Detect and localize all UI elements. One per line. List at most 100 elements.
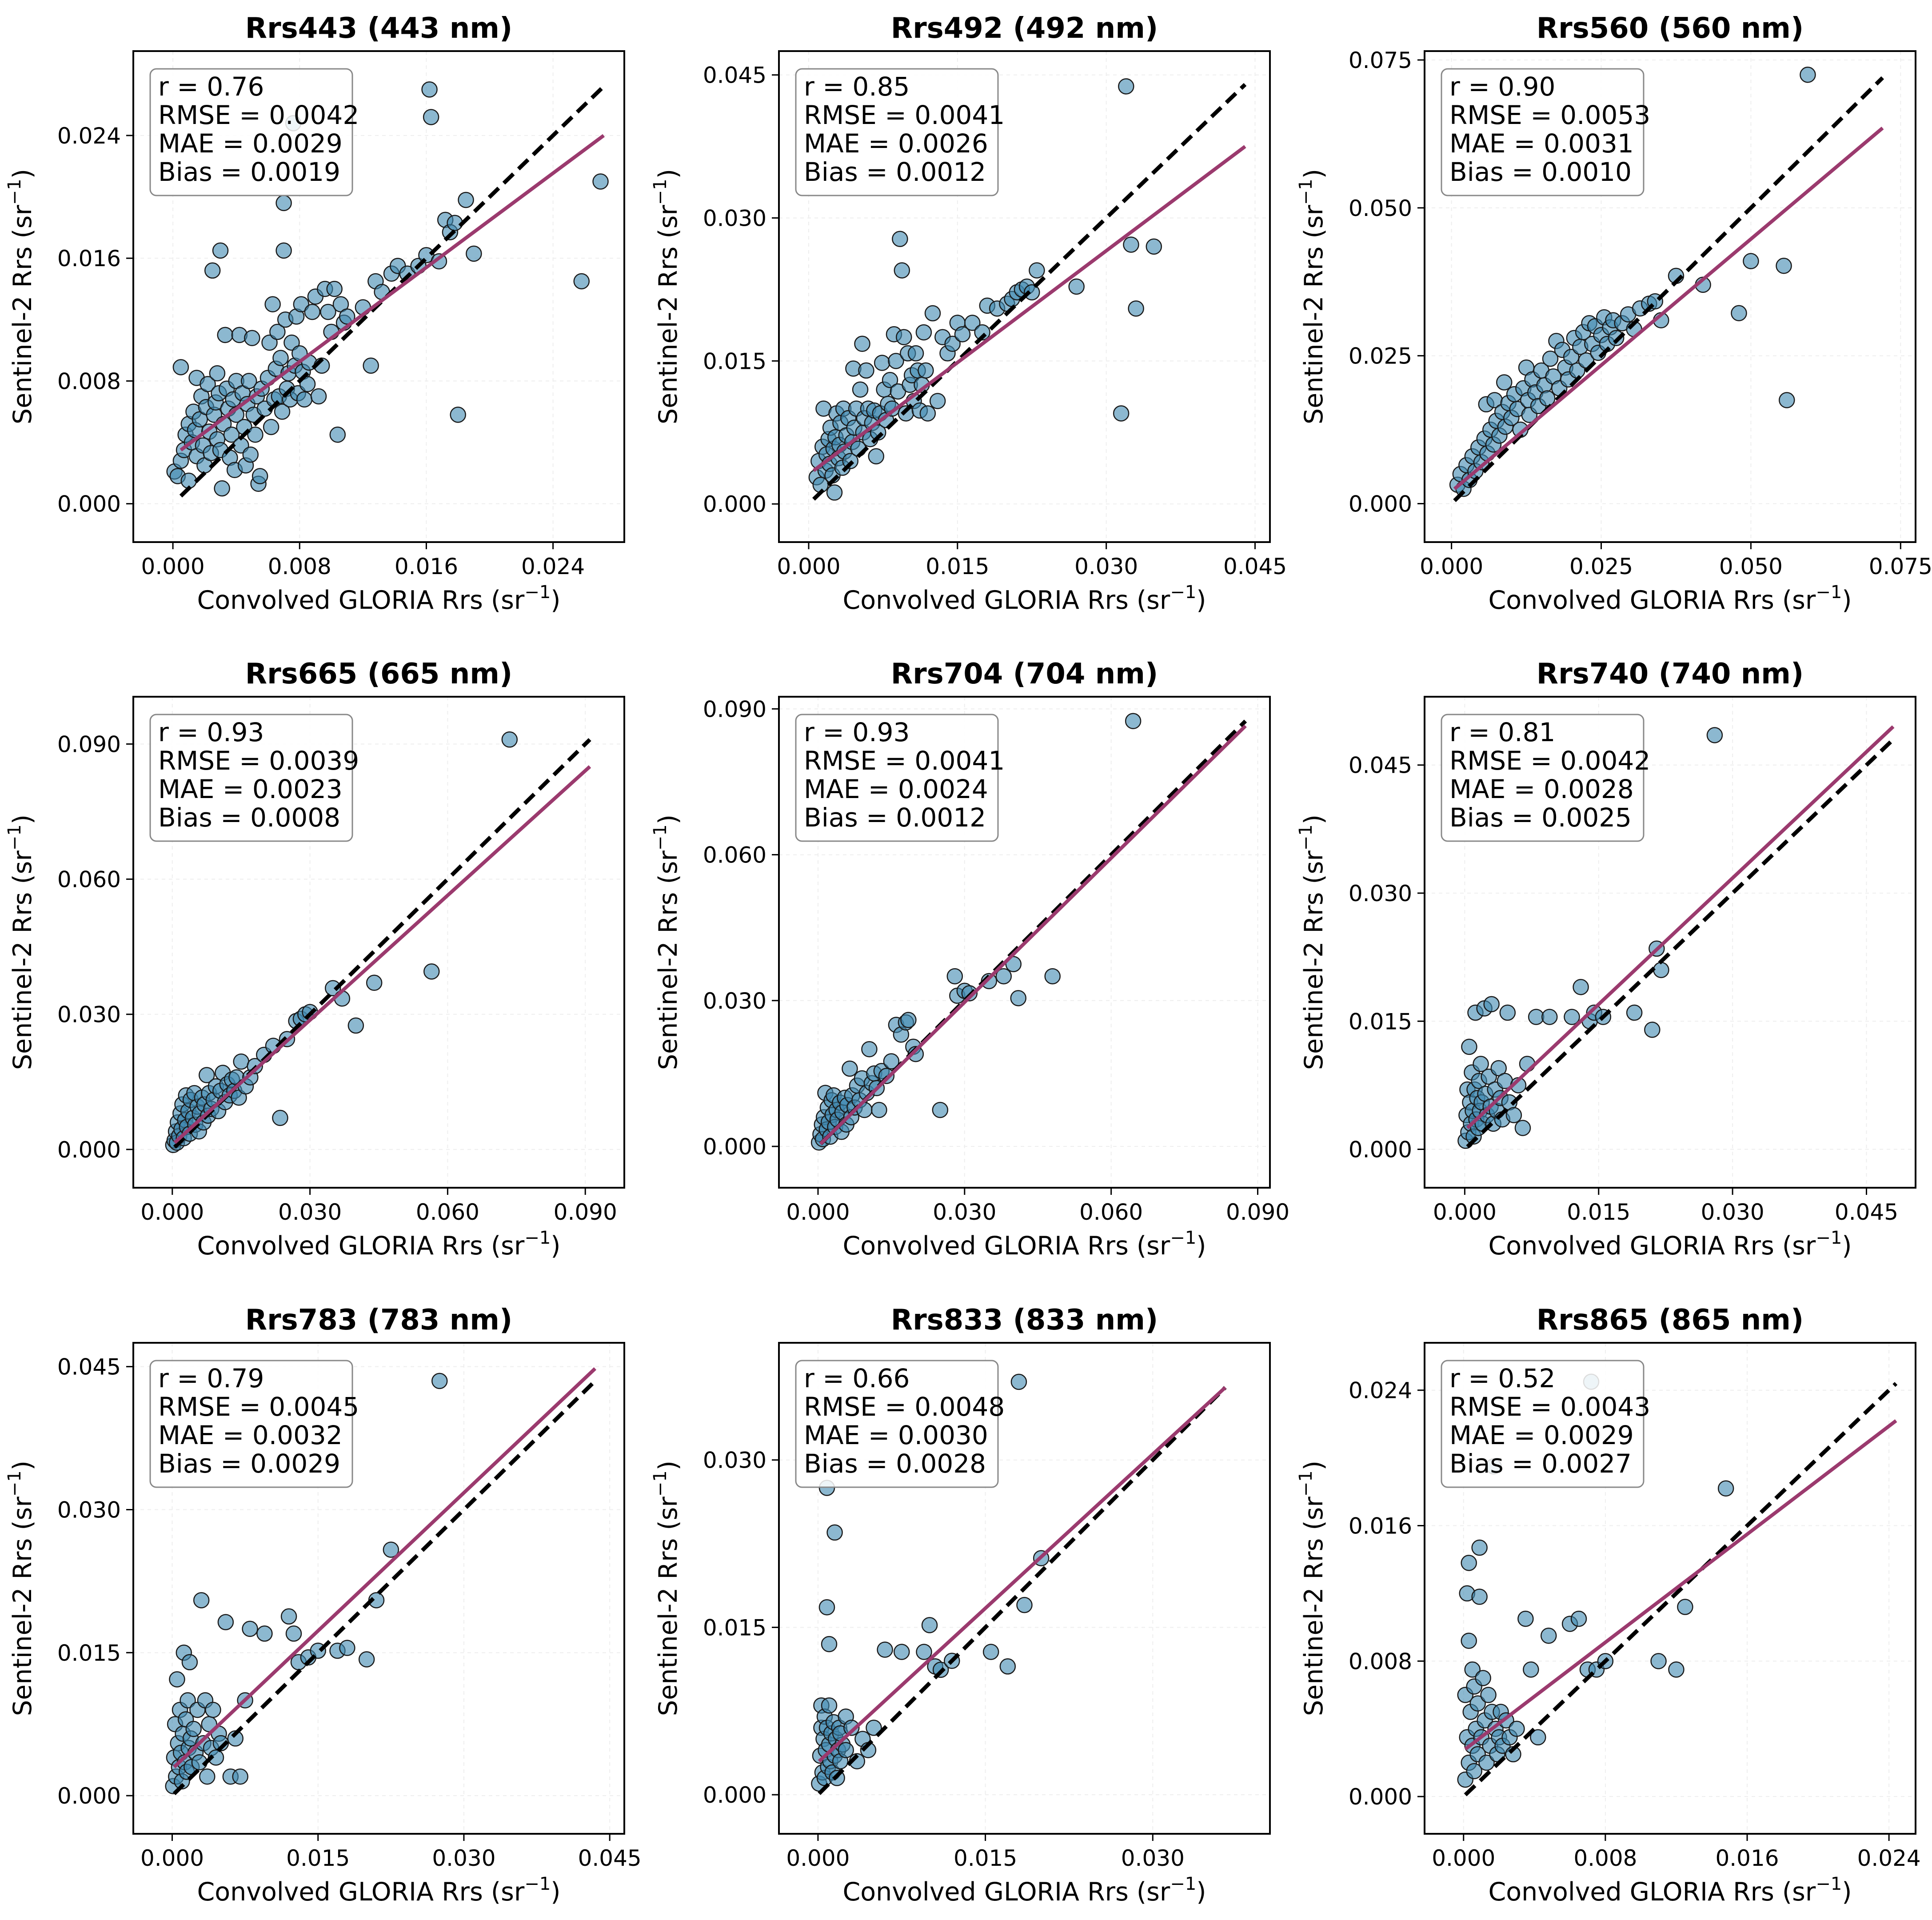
x-tick-label: 0.015: [1567, 1199, 1630, 1225]
data-point: [466, 245, 482, 262]
data-point: [918, 362, 934, 379]
y-tick-label: 0.000: [57, 1783, 121, 1809]
stats-box: [1441, 714, 1645, 842]
data-point: [423, 109, 439, 125]
regression-line: [812, 145, 1246, 472]
scatter-panel: 0.000 0.000 0.015 0.015 0.030 0.030 0.045 0.045…: [4, 1304, 642, 1907]
data-point: [339, 308, 355, 325]
y-tick-label: 0.090: [57, 731, 121, 757]
x-axis-label-close: ): [1196, 586, 1206, 615]
data-point: [1068, 278, 1085, 295]
data-point: [900, 1012, 917, 1028]
data-point: [275, 195, 292, 212]
data-point: [251, 468, 268, 484]
y-tick-label: 0.030: [703, 988, 766, 1014]
x-axis-label-text: Convolved GLORIA Rrs (sr: [1488, 1231, 1816, 1261]
x-tick-label: 0.025: [1569, 554, 1633, 579]
scatter-panel: 0.000 0.000 0.015 0.015 0.030 0.030 0.045 0.045…: [1296, 658, 1916, 1261]
x-axis-label-text: Convolved GLORIA Rrs (sr: [1488, 586, 1816, 615]
x-tick-label: 0.024: [521, 554, 585, 579]
y-tick-label: 0.000: [703, 1134, 766, 1160]
x-axis-label: Convolved GLORIA Rrs (sr−1): [197, 1228, 560, 1261]
stats-line: r = 0.93: [804, 717, 910, 747]
stats-line: r = 0.79: [158, 1363, 264, 1393]
y-tick-label: 0.030: [703, 205, 766, 231]
data-point: [1464, 1661, 1481, 1678]
y-axis-label-close: ): [654, 814, 683, 824]
x-tick-label: 0.060: [1079, 1199, 1143, 1225]
x-tick-label: 0.075: [1869, 554, 1932, 579]
y-tick-label: 0.000: [57, 491, 121, 517]
data-point: [1573, 979, 1589, 995]
data-point: [858, 362, 874, 379]
y-axis-label-text: Sentinel-2 Rrs (sr: [8, 205, 37, 424]
y-tick-label: 0.030: [703, 1448, 766, 1473]
y-axis-label-exponent: −1: [4, 1470, 25, 1497]
data-point: [1539, 390, 1556, 407]
data-point: [320, 303, 336, 320]
data-point: [247, 427, 263, 443]
y-tick-label: 0.090: [703, 696, 766, 722]
stats-line: RMSE = 0.0043: [1449, 1392, 1650, 1422]
plot-frame: [1424, 696, 1916, 1189]
y-tick-label: 0.000: [1349, 1137, 1412, 1163]
y-axis-label-close: ): [654, 169, 683, 179]
data-point: [363, 357, 379, 374]
data-point: [180, 1692, 196, 1708]
identity-line: [173, 738, 591, 1149]
data-point: [458, 192, 474, 208]
data-point: [217, 327, 233, 343]
data-point: [1029, 262, 1045, 279]
x-axis-label-text: Convolved GLORIA Rrs (sr: [197, 586, 524, 615]
panel-title: Rrs443 (443 nm): [245, 12, 512, 45]
data-point: [329, 427, 346, 443]
y-axis-label-close: ): [1299, 169, 1329, 179]
identity-line: [1464, 1382, 1898, 1796]
plot-frame: [132, 1342, 625, 1835]
x-tick-label: 0.016: [395, 554, 458, 579]
data-point: [1505, 1107, 1522, 1123]
data-point: [982, 1644, 999, 1660]
stats-line: RMSE = 0.0048: [804, 1392, 1005, 1422]
x-tick-label: 0.024: [1857, 1845, 1921, 1871]
data-point: [924, 305, 941, 322]
data-point: [882, 371, 898, 388]
data-point: [383, 1541, 399, 1558]
identity-line: [172, 1379, 597, 1796]
x-axis-label-text: Convolved GLORIA Rrs (sr: [1488, 1877, 1816, 1907]
data-point: [304, 303, 321, 320]
regression-line: [1466, 725, 1895, 1130]
stats-line: Bias = 0.0025: [1449, 802, 1632, 833]
data-point: [1023, 284, 1040, 301]
panel-title: Rrs704 (704 nm): [891, 658, 1158, 691]
y-axis-label-close: ): [8, 169, 37, 179]
x-tick-label: 0.016: [1715, 1845, 1779, 1871]
data-point: [1478, 1754, 1495, 1771]
x-axis-label-close: ): [551, 586, 560, 615]
data-point: [223, 427, 240, 443]
data-point: [169, 1671, 185, 1688]
y-axis-label: Sentinel-2 Rrs (sr−1): [1296, 1461, 1329, 1716]
data-point: [894, 1644, 910, 1660]
y-axis-label-text: Sentinel-2 Rrs (sr: [1299, 850, 1329, 1070]
y-axis-label-exponent: −1: [650, 824, 671, 850]
regression-line: [180, 134, 605, 452]
stats-box: [1441, 68, 1645, 196]
data-point: [888, 353, 904, 369]
data-point: [861, 1041, 878, 1058]
data-point: [932, 1102, 949, 1118]
x-axis-label-exponent: −1: [1170, 582, 1196, 603]
data-point: [209, 365, 226, 382]
stats-line: RMSE = 0.0041: [804, 746, 1005, 776]
y-tick-label: 0.060: [57, 867, 121, 893]
x-axis-label-text: Convolved GLORIA Rrs (sr: [197, 1231, 524, 1261]
panel-title: Rrs560 (560 nm): [1537, 12, 1804, 45]
data-point: [1800, 67, 1816, 83]
x-axis-label-exponent: −1: [1170, 1874, 1196, 1894]
y-axis-label: Sentinel-2 Rrs (sr−1): [650, 169, 683, 424]
y-axis-label-close: ): [1299, 814, 1329, 824]
x-tick-label: 0.000: [141, 554, 205, 579]
data-point: [1125, 713, 1142, 729]
data-point: [244, 330, 260, 346]
panel-title: Rrs665 (665 nm): [245, 658, 512, 691]
